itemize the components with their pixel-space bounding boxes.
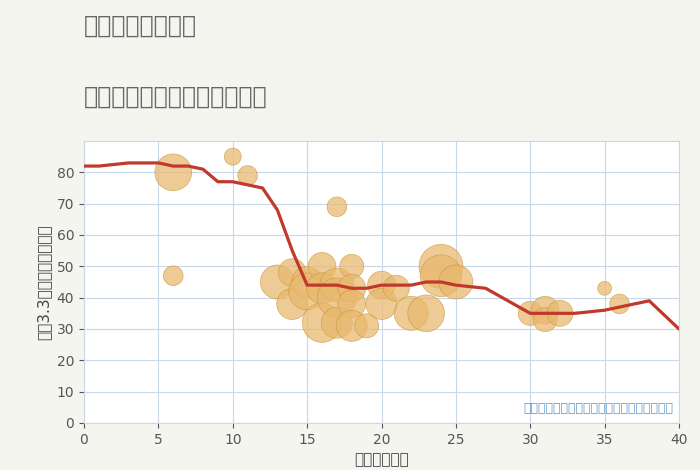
Point [168, 169, 179, 176]
Point [406, 310, 417, 317]
Point [331, 294, 342, 301]
Point [346, 284, 357, 292]
Point [272, 278, 283, 286]
Point [540, 316, 551, 323]
X-axis label: 築年数（年）: 築年数（年） [354, 452, 409, 467]
Y-axis label: 平（3.3㎡）単価（万円）: 平（3.3㎡）単価（万円） [36, 224, 51, 340]
Point [242, 172, 253, 179]
Point [316, 263, 328, 270]
Point [302, 278, 313, 286]
Point [331, 319, 342, 327]
Point [554, 310, 566, 317]
Point [302, 288, 313, 295]
Point [599, 284, 610, 292]
Point [450, 278, 461, 286]
Point [287, 269, 298, 276]
Point [346, 263, 357, 270]
Point [227, 153, 238, 160]
Point [614, 300, 625, 308]
Point [376, 282, 387, 289]
Text: 築年数別中古マンション価格: 築年数別中古マンション価格 [84, 85, 267, 109]
Point [540, 306, 551, 314]
Point [316, 319, 328, 327]
Point [361, 322, 372, 329]
Point [287, 300, 298, 308]
Text: 円の大きさは、取引のあった物件面積を示す: 円の大きさは、取引のあった物件面積を示す [523, 401, 673, 415]
Point [346, 322, 357, 329]
Text: 千葉県白井市名内: 千葉県白井市名内 [84, 14, 197, 38]
Point [168, 272, 179, 280]
Point [435, 272, 447, 280]
Point [316, 284, 328, 292]
Point [376, 300, 387, 308]
Point [331, 203, 342, 211]
Point [525, 310, 536, 317]
Point [391, 284, 402, 292]
Point [331, 282, 342, 289]
Point [346, 300, 357, 308]
Point [421, 310, 432, 317]
Point [435, 263, 447, 270]
